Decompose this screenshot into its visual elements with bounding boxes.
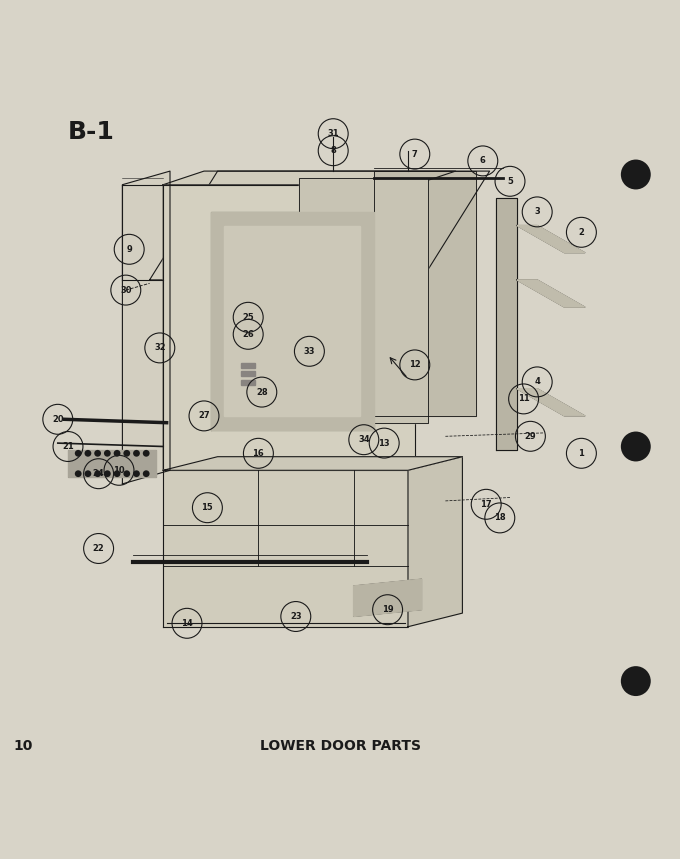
Polygon shape <box>163 171 456 185</box>
Polygon shape <box>517 226 585 253</box>
Polygon shape <box>163 185 204 484</box>
Polygon shape <box>68 450 156 477</box>
Text: 30: 30 <box>120 285 131 295</box>
Text: 29: 29 <box>524 432 537 441</box>
Text: 2: 2 <box>579 228 584 237</box>
Circle shape <box>621 431 651 461</box>
Circle shape <box>95 470 101 477</box>
Text: 3: 3 <box>534 207 540 216</box>
Circle shape <box>84 470 91 477</box>
Text: 20: 20 <box>52 415 64 423</box>
Polygon shape <box>231 362 279 393</box>
Text: LOWER DOOR PARTS: LOWER DOOR PARTS <box>260 739 420 752</box>
Text: 10: 10 <box>113 466 125 475</box>
Polygon shape <box>241 380 255 386</box>
Text: 5: 5 <box>507 177 513 186</box>
Circle shape <box>621 160 651 190</box>
Circle shape <box>75 450 82 457</box>
Text: 6: 6 <box>480 156 486 166</box>
Text: 10: 10 <box>14 739 33 752</box>
Circle shape <box>104 450 111 457</box>
Circle shape <box>84 450 91 457</box>
Text: 24: 24 <box>92 469 105 478</box>
Text: 19: 19 <box>381 606 394 614</box>
Circle shape <box>104 470 111 477</box>
Polygon shape <box>163 457 462 470</box>
Polygon shape <box>235 313 258 329</box>
Text: 33: 33 <box>304 347 315 356</box>
Polygon shape <box>354 579 422 617</box>
Circle shape <box>95 450 101 457</box>
Text: 1: 1 <box>579 448 584 458</box>
Text: 16: 16 <box>252 448 265 458</box>
Text: 7: 7 <box>412 149 418 159</box>
Circle shape <box>114 450 120 457</box>
Text: 17: 17 <box>480 500 492 509</box>
Text: 28: 28 <box>256 387 268 397</box>
Circle shape <box>123 450 130 457</box>
Text: 8: 8 <box>330 146 336 155</box>
Polygon shape <box>224 226 360 416</box>
Polygon shape <box>299 178 428 423</box>
Text: 13: 13 <box>378 439 390 448</box>
Text: 15: 15 <box>201 503 214 512</box>
Text: 9: 9 <box>126 245 132 253</box>
Circle shape <box>143 450 150 457</box>
Text: 21: 21 <box>62 442 74 451</box>
Text: 23: 23 <box>290 612 302 621</box>
Circle shape <box>133 470 140 477</box>
Polygon shape <box>241 362 255 369</box>
Circle shape <box>114 470 120 477</box>
Text: 14: 14 <box>181 618 193 628</box>
Text: 11: 11 <box>517 394 530 404</box>
Circle shape <box>621 666 651 696</box>
Polygon shape <box>163 185 415 470</box>
Text: 26: 26 <box>242 330 254 338</box>
Polygon shape <box>211 212 374 430</box>
Text: 4: 4 <box>534 377 540 387</box>
Text: 12: 12 <box>409 361 421 369</box>
Polygon shape <box>241 371 255 376</box>
Polygon shape <box>496 198 517 450</box>
Circle shape <box>75 470 82 477</box>
Circle shape <box>143 470 150 477</box>
Text: 22: 22 <box>92 544 105 553</box>
Text: 31: 31 <box>327 129 339 138</box>
Polygon shape <box>163 470 408 627</box>
Polygon shape <box>517 280 585 308</box>
Text: 32: 32 <box>154 344 166 352</box>
Polygon shape <box>374 171 476 416</box>
Text: B-1: B-1 <box>68 120 115 144</box>
Text: 25: 25 <box>242 313 254 322</box>
Polygon shape <box>122 171 170 484</box>
Text: 34: 34 <box>358 436 370 444</box>
Circle shape <box>133 450 140 457</box>
Polygon shape <box>408 457 462 627</box>
Circle shape <box>123 470 130 477</box>
Polygon shape <box>517 389 585 416</box>
Text: 27: 27 <box>198 411 210 420</box>
Text: 18: 18 <box>494 514 506 522</box>
